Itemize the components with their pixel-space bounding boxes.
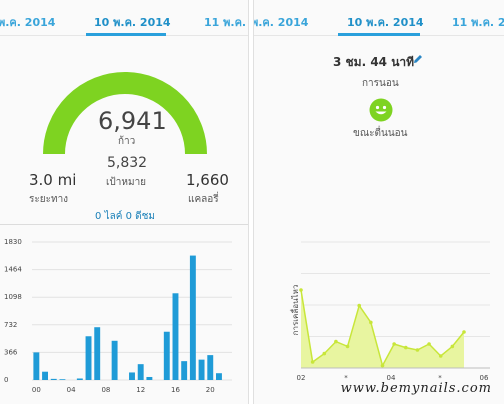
y-tick-label: 1830 <box>4 238 22 246</box>
chart-bar <box>163 331 170 380</box>
x-tick-label: 08 <box>101 386 110 394</box>
calories-label: แคลอรี่ <box>188 194 219 205</box>
step-gauge <box>43 72 207 155</box>
chart-bar <box>111 340 118 380</box>
x-tick-label: 04 <box>387 374 396 382</box>
movement-point <box>450 344 455 349</box>
x-tick-label: * <box>344 374 348 382</box>
x-tick-label: * <box>438 374 442 382</box>
tab-previous-date[interactable]: พ.ค. 2014 <box>253 16 309 29</box>
watermark-text: www.bemynails.com <box>340 381 492 396</box>
chart-bar <box>207 355 214 380</box>
chart-bar <box>85 336 92 380</box>
movement-point <box>369 320 373 325</box>
movement-point <box>427 342 431 346</box>
step-gauge-arc <box>43 72 207 155</box>
chart-bar <box>50 378 57 380</box>
movement-point <box>403 345 408 350</box>
movement-point <box>462 330 466 334</box>
movement-point <box>299 288 303 292</box>
sleep-label: การนอน <box>362 78 399 89</box>
x-tick-label: 02 <box>297 374 306 382</box>
edit-pencil-icon[interactable] <box>412 53 424 65</box>
y-tick-label: 1098 <box>4 293 22 301</box>
chart-bar <box>198 359 205 380</box>
chart-bar <box>216 373 222 380</box>
chart-bar <box>76 378 83 380</box>
wake-mood-label: ขณะตื่นนอน <box>353 128 408 139</box>
goal-value: 5,832 <box>107 155 148 171</box>
movement-point <box>392 342 396 346</box>
movement-area <box>301 290 464 368</box>
movement-point <box>438 354 443 358</box>
movement-point <box>334 339 338 344</box>
y-tick-label: 1464 <box>4 266 22 274</box>
chart-bar <box>146 376 153 380</box>
distance-label: ระยะทาง <box>29 194 69 205</box>
x-tick-label: 16 <box>171 386 180 394</box>
movement-point <box>380 363 385 368</box>
chart-bar <box>181 361 188 380</box>
sleep-movement-chart: 02 * 04 * 06 การเคลื่อนไหว <box>289 241 490 382</box>
steps-count: 6,941 <box>98 107 167 135</box>
movement-point <box>345 344 350 349</box>
tab-previous-date[interactable]: พ.ค. 2014 <box>0 16 56 29</box>
chart-bar <box>94 327 101 380</box>
movement-point <box>415 348 420 352</box>
y-tick-label: 366 <box>4 348 18 356</box>
panel-gap <box>249 0 253 404</box>
movement-point <box>322 351 327 356</box>
x-tick-label: 20 <box>206 386 215 394</box>
chart-bar <box>129 372 135 380</box>
y-tick-label: 0 <box>4 376 8 384</box>
steps-unit-label: ก้าว <box>118 136 136 147</box>
social-link[interactable]: 0 ไลค์ 0 ดีชม <box>95 211 155 222</box>
chart-bar <box>172 293 179 380</box>
tab-current-date[interactable]: 10 พ.ค. 2014 <box>94 16 171 29</box>
distance-value: 3.0 mi <box>29 171 77 189</box>
x-tick-label: 04 <box>67 386 76 394</box>
x-tick-label: 12 <box>136 386 145 394</box>
x-tick-label: 06 <box>480 374 489 382</box>
tab-active-indicator <box>86 33 166 36</box>
smiley-face-icon <box>369 98 393 122</box>
y-tick-label: 732 <box>4 321 17 329</box>
calories-value: 1,660 <box>186 171 229 189</box>
goal-label: เป้าหมาย <box>106 177 147 188</box>
sleep-duration: 3 ชม. 44 นาที <box>333 55 415 69</box>
date-tabs: พ.ค. 2014 10 พ.ค. 2014 11 พ.ค. 2 <box>254 0 504 36</box>
chart-bar <box>137 364 144 380</box>
x-tick-label: 00 <box>32 386 41 394</box>
tab-current-date[interactable]: 10 พ.ค. 2014 <box>347 16 424 29</box>
chart-bar <box>59 379 66 380</box>
chart-bar <box>189 255 196 380</box>
chart-bar <box>42 371 48 380</box>
tab-next-date[interactable]: 11 พ.ค. 2 <box>204 16 248 29</box>
sleep-panel: พ.ค. 2014 10 พ.ค. 2014 11 พ.ค. 2 3 ชม. 4… <box>253 0 504 404</box>
tab-active-indicator <box>338 33 420 36</box>
y-axis-label: การเคลื่อนไหว <box>289 285 300 336</box>
tab-next-date[interactable]: 11 พ.ค. 2 <box>452 16 504 29</box>
chart-bar <box>33 352 40 380</box>
movement-point <box>310 360 315 364</box>
activity-panel: พ.ค. 2014 10 พ.ค. 2014 11 พ.ค. 2 6,941 ก… <box>0 0 249 404</box>
movement-point <box>357 303 362 308</box>
date-tabs: พ.ค. 2014 10 พ.ค. 2014 11 พ.ค. 2 <box>0 0 248 36</box>
section-divider <box>0 224 248 225</box>
